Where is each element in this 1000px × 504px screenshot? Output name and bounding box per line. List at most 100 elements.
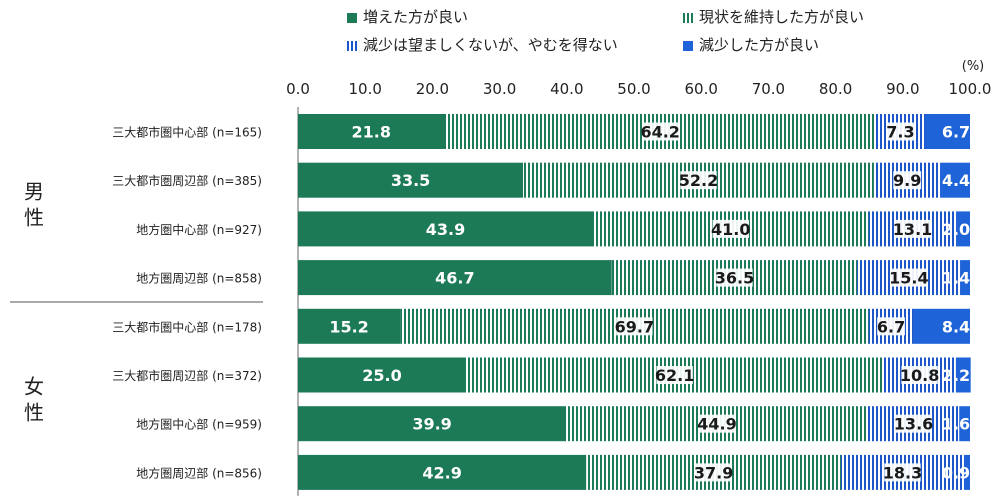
bar-segment	[298, 357, 466, 393]
bar-row: 地方圏周辺部 (n=858) 46.7 36.5 15.4 1.4	[136, 260, 970, 296]
data-label: 41.0	[711, 220, 750, 239]
bar-segment	[298, 308, 401, 344]
data-label: 2.0	[942, 220, 970, 239]
legend-label-maintain: 現状を維持した方が良い	[699, 8, 865, 26]
category-label: 三大都市圏周辺部 (n=385)	[112, 173, 262, 188]
x-tick-label: 30.0	[483, 80, 516, 98]
bar-segment	[940, 162, 970, 198]
data-label: 44.9	[697, 415, 736, 434]
data-label-bg	[884, 463, 921, 482]
bar-row: 地方圏中心部 (n=927) 43.9 41.0 13.1 2.0	[136, 211, 970, 247]
group-label: 男	[24, 180, 44, 204]
data-label: 33.5	[391, 171, 430, 190]
legend-swatch-maintain	[683, 13, 693, 23]
data-label-bg	[877, 317, 905, 336]
legend-label-increase: 増えた方が良い	[363, 8, 469, 26]
bar-row: 地方圏中心部 (n=959) 39.9 44.9 13.6 1.6	[136, 406, 970, 442]
data-label: 52.2	[679, 171, 718, 190]
legend-item-increase: 増えた方が良い	[347, 6, 468, 27]
x-tick-label: 20.0	[416, 80, 449, 98]
data-label-bg	[890, 268, 928, 287]
legend-item-decrease-unavoidable: 減少は望ましくないが、やむを得ない	[347, 34, 618, 55]
data-label: 8.4	[942, 317, 970, 336]
data-label-bg	[895, 414, 932, 433]
data-label-bg	[901, 366, 938, 384]
x-tick-label: 40.0	[550, 80, 583, 98]
legend-item-maintain: 現状を維持した方が良い	[683, 6, 864, 27]
group-label: 性	[24, 400, 44, 424]
bar-segment	[924, 114, 970, 149]
bar-segment	[298, 454, 587, 490]
data-label: 15.4	[889, 269, 928, 288]
x-tick-label: 100.0	[949, 80, 992, 98]
bar-row: 地方圏周辺部 (n=856) 42.9 37.9 18.3 0.9	[136, 454, 970, 490]
bar-segment	[298, 211, 594, 247]
bar-row: 三大都市圏周辺部 (n=372) 25.0 62.1 10.8 2.2	[112, 357, 971, 393]
data-label: 64.2	[640, 123, 679, 142]
data-label: 62.1	[655, 366, 694, 385]
legend-label-decrease-unavoidable: 減少は望ましくないが、やむを得ない	[363, 36, 618, 54]
legend-swatch-decrease	[683, 41, 693, 51]
bar-segment	[955, 357, 971, 393]
legend-swatch-increase	[347, 13, 357, 23]
x-tick-label: 50.0	[617, 80, 650, 98]
data-label: 13.6	[894, 415, 933, 434]
data-label: 1.6	[942, 415, 970, 434]
bar-segment	[298, 162, 524, 198]
x-tick-label: 10.0	[348, 80, 381, 98]
bar-segment	[298, 260, 612, 296]
data-label: 6.7	[942, 123, 970, 142]
bar-segment	[956, 211, 970, 247]
bar-row: 三大都市圏中心部 (n=165) 21.8 64.2 7.3 6.7	[112, 114, 970, 149]
category-label: 三大都市圏中心部 (n=178)	[112, 319, 262, 334]
data-label: 7.3	[886, 123, 914, 142]
bar-row: 三大都市圏中心部 (n=178) 15.2 69.7 6.7 8.4	[112, 308, 970, 344]
data-label-bg	[886, 122, 915, 141]
category-label: 地方圏中心部 (n=927)	[136, 222, 262, 237]
data-label: 42.9	[422, 463, 461, 482]
group-label: 女	[24, 374, 44, 398]
data-label: 15.2	[329, 317, 368, 336]
data-label-bg	[698, 414, 736, 433]
x-tick-label: 60.0	[684, 80, 717, 98]
data-label-bg	[642, 122, 679, 141]
x-tick-label: 70.0	[752, 80, 785, 98]
legend-label-decrease: 減少した方が良い	[699, 36, 820, 54]
bar-segment	[913, 308, 970, 344]
x-tick-label: 80.0	[819, 80, 852, 98]
data-label-bg	[616, 317, 653, 336]
data-label-bg	[894, 219, 931, 238]
group-label: 性	[24, 206, 44, 230]
data-label-bg	[695, 463, 732, 482]
unit-label: (%)	[962, 59, 985, 74]
category-label: 三大都市圏周辺部 (n=372)	[112, 368, 262, 383]
bar-segment	[959, 406, 970, 442]
data-label: 2.2	[942, 366, 970, 385]
bar-segment	[960, 260, 970, 296]
bar-segment	[963, 454, 970, 490]
data-label: 9.9	[893, 171, 921, 190]
data-label: 1.4	[942, 269, 970, 288]
data-label-bg	[712, 219, 749, 238]
data-label: 43.9	[426, 220, 465, 239]
legend-item-decrease: 減少した方が良い	[683, 34, 819, 55]
data-label-bg	[680, 171, 717, 190]
category-label: 地方圏中心部 (n=959)	[136, 417, 262, 432]
bar-segment	[298, 406, 567, 442]
data-label: 10.8	[900, 366, 939, 385]
category-label: 三大都市圏中心部 (n=165)	[112, 125, 262, 140]
data-label: 36.5	[715, 269, 754, 288]
data-label: 0.9	[942, 463, 970, 482]
category-label: 地方圏周辺部 (n=856)	[136, 465, 262, 480]
data-label: 37.9	[694, 463, 733, 482]
data-label: 21.8	[352, 123, 391, 142]
data-label: 46.7	[435, 269, 474, 288]
data-label: 69.7	[615, 317, 654, 336]
data-label: 6.7	[877, 317, 905, 336]
legend-swatch-decrease-unavoidable	[347, 41, 357, 51]
x-tick-label: 0.0	[286, 80, 310, 98]
bar-row: 三大都市圏周辺部 (n=385) 33.5 52.2 9.9 4.4	[112, 162, 970, 198]
x-tick-label: 90.0	[886, 80, 919, 98]
data-label: 4.4	[942, 171, 970, 190]
